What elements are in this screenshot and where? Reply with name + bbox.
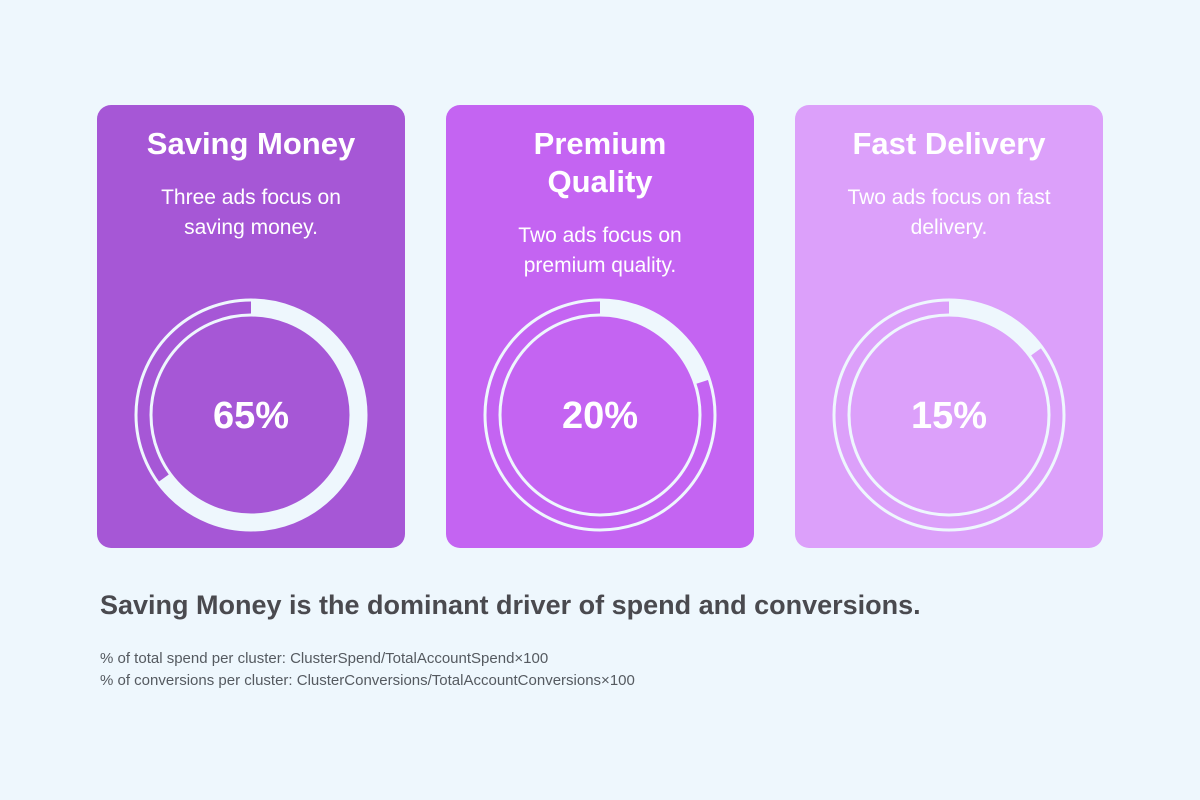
summary-caption: Saving Money is the dominant driver of s… [100, 590, 921, 620]
donut-value-arc [136, 300, 366, 530]
card-title: Fast Delivery [852, 126, 1046, 161]
card-description: Two ads focus on fast delivery. [847, 186, 1051, 239]
donut-value-arc [485, 300, 715, 530]
card-title: Premium Quality [533, 126, 667, 199]
formula-conversions: % of conversions per cluster: ClusterCon… [100, 672, 635, 689]
card-saving-money: Saving Money Three ads focus on saving m… [97, 105, 405, 548]
donut-chart: 15% [832, 298, 1066, 532]
card-description: Two ads focus on premium quality. [518, 224, 682, 277]
donut-value-label: 20% [562, 395, 638, 437]
donut-chart: 65% [134, 298, 368, 532]
card-title: Saving Money [146, 126, 356, 161]
card-fast-delivery: Fast Delivery Two ads focus on fast deli… [795, 105, 1103, 548]
card-description: Three ads focus on saving money. [161, 186, 341, 239]
donut-value-label: 65% [213, 395, 289, 437]
cluster-cards: Saving Money Three ads focus on saving m… [97, 105, 1103, 548]
donut-value-arc [834, 300, 1064, 530]
donut-value-label: 15% [911, 395, 987, 437]
card-premium-quality: Premium Quality Two ads focus on premium… [446, 105, 754, 548]
formula-spend: % of total spend per cluster: ClusterSpe… [100, 650, 549, 667]
donut-chart: 20% [483, 298, 717, 532]
